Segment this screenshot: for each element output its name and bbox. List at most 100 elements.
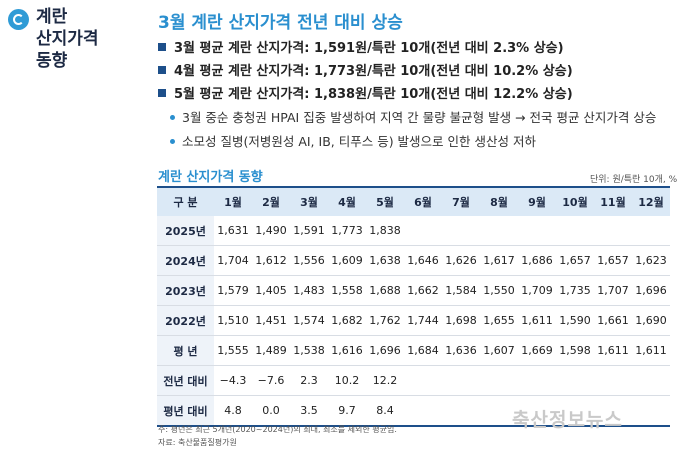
table-cell: 1,490 bbox=[252, 216, 290, 246]
table-cell bbox=[404, 395, 442, 427]
table-cell: 1,657 bbox=[556, 245, 594, 276]
source-note: 자료: 축산물품질평가원 bbox=[158, 438, 237, 447]
table-cell bbox=[556, 395, 594, 427]
table-cell bbox=[518, 395, 556, 427]
table-cell: 1,558 bbox=[328, 275, 366, 306]
table-cell: 1,688 bbox=[366, 275, 404, 306]
table-cell: 1,638 bbox=[366, 245, 404, 276]
sub-bullet-text: 3월 중순 충청권 HPAI 집중 발생하여 지역 간 물량 불균형 발생 → … bbox=[182, 110, 657, 125]
table-cell: 1,611 bbox=[594, 335, 632, 366]
square-bullet-icon bbox=[158, 43, 166, 51]
table-cell: 1,696 bbox=[366, 335, 404, 366]
table-cell bbox=[556, 365, 594, 396]
table-cell: 1,661 bbox=[594, 305, 632, 336]
table-cell: 1,626 bbox=[442, 245, 480, 276]
table-row: 평 년 1,555 1,489 1,538 1,616 1,696 1,684 1,636 1,… bbox=[157, 335, 670, 366]
table-cell: 0.0 bbox=[252, 395, 290, 427]
sidebar-title-line2: 산지가격 bbox=[36, 29, 99, 49]
table-cell: 10.2 bbox=[328, 365, 366, 396]
table-cell: 1,684 bbox=[404, 335, 442, 366]
bullet-may: 5월 평균 계란 산지가격: 1,838원/특란 10개(전년 대비 12.2%… bbox=[158, 83, 573, 106]
summary-bullets: 3월 평균 계란 산지가격: 1,591원/특란 10개(전년 대비 2.3% … bbox=[158, 37, 573, 106]
table-title: 계란 산지가격 동향 bbox=[158, 170, 263, 185]
table-cell bbox=[518, 365, 556, 396]
table-cell: 1,550 bbox=[480, 275, 518, 306]
table-cell: 12.2 bbox=[366, 365, 404, 396]
table-cell: 1,631 bbox=[214, 216, 252, 246]
table-header-row: 구 분 1월 2월 3월 4월 5월 6월 7월 8월 9월 10월 11월 1… bbox=[157, 186, 670, 216]
sub-bullet-text: 소모성 질병(저병원성 AI, IB, 티푸스 등) 발생으로 인한 생산성 저… bbox=[182, 134, 536, 149]
row-label: 평년 대비 bbox=[157, 395, 214, 427]
table-cell bbox=[594, 395, 632, 427]
table-cell: 1,735 bbox=[556, 275, 594, 306]
table-cell bbox=[442, 395, 480, 427]
table-cell: 1,510 bbox=[214, 305, 252, 336]
table-cell: 1,662 bbox=[404, 275, 442, 306]
table-cell: 2.3 bbox=[290, 365, 328, 396]
table-corner: 구 분 bbox=[157, 186, 214, 216]
row-label: 2023년 bbox=[157, 275, 214, 306]
sub-bullets: 3월 중순 충청권 HPAI 집중 발생하여 지역 간 물량 불균형 발생 → … bbox=[170, 106, 656, 154]
dot-bullet-icon bbox=[170, 139, 175, 144]
table-cell: 1,704 bbox=[214, 245, 252, 276]
col-header: 7월 bbox=[442, 186, 480, 216]
square-bullet-icon bbox=[158, 66, 166, 74]
table-cell bbox=[480, 395, 518, 427]
table-cell: 1,646 bbox=[404, 245, 442, 276]
table-cell bbox=[632, 365, 670, 396]
sub-bullet-hpai: 3월 중순 충청권 HPAI 집중 발생하여 지역 간 물량 불균형 발생 → … bbox=[170, 106, 656, 130]
table-cell: 1,698 bbox=[442, 305, 480, 336]
table-cell bbox=[480, 365, 518, 396]
col-header: 5월 bbox=[366, 186, 404, 216]
row-label: 2022년 bbox=[157, 305, 214, 336]
table-cell bbox=[442, 216, 480, 246]
row-label: 전년 대비 bbox=[157, 365, 214, 396]
table-cell: 1,669 bbox=[518, 335, 556, 366]
table-cell: 8.4 bbox=[366, 395, 404, 427]
dot-bullet-icon bbox=[170, 115, 175, 120]
table-cell: 1,591 bbox=[290, 216, 328, 246]
table-cell: −4.3 bbox=[214, 365, 252, 396]
bullet-april: 4월 평균 계란 산지가격: 1,773원/특란 10개(전년 대비 10.2%… bbox=[158, 60, 573, 83]
table-cell: 1,636 bbox=[442, 335, 480, 366]
table-cell: 1,696 bbox=[632, 275, 670, 306]
table-row: 평년 대비 4.8 0.0 3.5 9.7 8.4 bbox=[157, 395, 670, 427]
col-header: 11월 bbox=[594, 186, 632, 216]
row-label: 평 년 bbox=[157, 335, 214, 366]
table-unit: 단위: 원/특란 10개, % bbox=[590, 175, 678, 185]
table-cell: 1,617 bbox=[480, 245, 518, 276]
col-header: 10월 bbox=[556, 186, 594, 216]
price-table: 구 분 1월 2월 3월 4월 5월 6월 7월 8월 9월 10월 11월 1… bbox=[157, 186, 670, 427]
table-cell: 1,686 bbox=[518, 245, 556, 276]
col-header: 3월 bbox=[290, 186, 328, 216]
table-cell: 1,612 bbox=[252, 245, 290, 276]
table-cell: 1,489 bbox=[252, 335, 290, 366]
table-cell: 9.7 bbox=[328, 395, 366, 427]
table-cell: 1,609 bbox=[328, 245, 366, 276]
col-header: 2월 bbox=[252, 186, 290, 216]
footnote: 주: 평년은 최근 5개년(2020~2024년)의 최대, 최소를 제외한 평… bbox=[158, 425, 397, 434]
table-cell: 1,590 bbox=[556, 305, 594, 336]
table-cell: 1,682 bbox=[328, 305, 366, 336]
table-cell: 4.8 bbox=[214, 395, 252, 427]
table-cell bbox=[594, 216, 632, 246]
table-cell: 1,451 bbox=[252, 305, 290, 336]
row-label: 2025년 bbox=[157, 216, 214, 246]
table-cell: 1,709 bbox=[518, 275, 556, 306]
table-cell: 1,574 bbox=[290, 305, 328, 336]
table-cell bbox=[632, 216, 670, 246]
table-cell: 1,607 bbox=[480, 335, 518, 366]
table-cell: 3.5 bbox=[290, 395, 328, 427]
table-cell: 1,556 bbox=[290, 245, 328, 276]
table-cell: 1,623 bbox=[632, 245, 670, 276]
table-cell: 1,538 bbox=[290, 335, 328, 366]
table-cell: 1,655 bbox=[480, 305, 518, 336]
table-row: 2025년 1,631 1,490 1,591 1,773 1,838 bbox=[157, 216, 670, 246]
table-cell bbox=[404, 216, 442, 246]
bullet-text: 4월 평균 계란 산지가격: 1,773원/특란 10개(전년 대비 10.2%… bbox=[174, 64, 573, 79]
col-header: 8월 bbox=[480, 186, 518, 216]
table-cell: 1,690 bbox=[632, 305, 670, 336]
table-cell bbox=[480, 216, 518, 246]
headline: 3월 계란 산지가격 전년 대비 상승 bbox=[158, 13, 403, 33]
col-header: 12월 bbox=[632, 186, 670, 216]
